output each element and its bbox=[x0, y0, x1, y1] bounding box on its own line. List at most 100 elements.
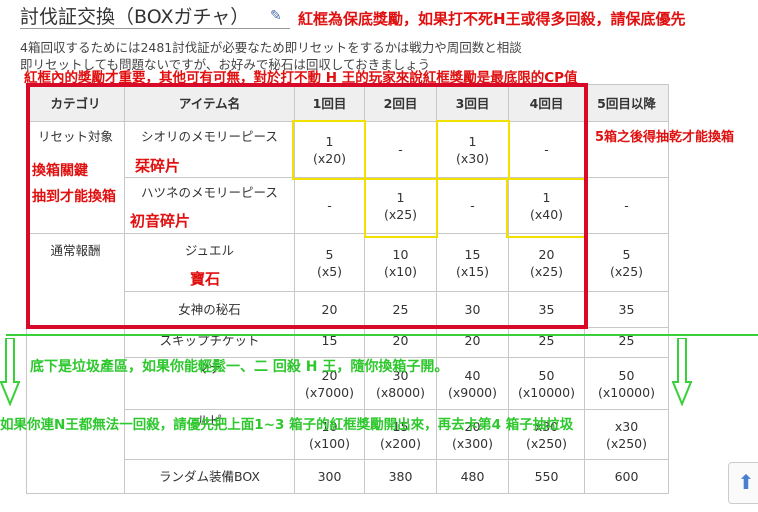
hatsune-cn-annotation: 初音碎片 bbox=[130, 212, 191, 230]
key-box-annotation: 換箱關鍵 bbox=[32, 163, 88, 179]
cell-value: 15 bbox=[392, 418, 409, 434]
cell-sub: (x10) bbox=[383, 263, 418, 279]
table-row: ハツネのメモリーピース - 1 (x25) - 1 (x40) - bbox=[27, 177, 669, 234]
item-hatsune: ハツネのメモリーピース bbox=[124, 177, 295, 234]
table-row: スキップチケット 15 20 20 25 25 bbox=[27, 327, 669, 358]
page-title: 討伐証交換（BOXガチャ） bbox=[20, 6, 250, 28]
green-annotation-2: 如果你連N王都無法一回殺，請優先把上面1~3 箱子的紅框獎勵開出來，再去卡第4 … bbox=[0, 417, 574, 433]
cell: 1 (x20) bbox=[294, 121, 365, 178]
top-red-annotation: 紅框為保底獎勵，如果打不死H王或得多回殺，請保底優先 bbox=[298, 10, 686, 28]
cell-sub: (x200) bbox=[379, 435, 421, 451]
cell-sub: (x8000) bbox=[376, 384, 425, 400]
cell: 50 (x10000) bbox=[584, 357, 669, 410]
highlight-hatsune-round2 bbox=[364, 178, 438, 238]
cell-value: 40 bbox=[464, 367, 481, 383]
category-reset: リセット対象 bbox=[26, 121, 125, 234]
cell-sub: (x5) bbox=[316, 263, 343, 279]
cell-value: 1 bbox=[396, 189, 405, 205]
edit-pencil-icon[interactable]: ✎ bbox=[270, 8, 282, 24]
cell-value: 15 bbox=[464, 246, 481, 262]
item-random-equip-box: ランダム装備BOX bbox=[124, 459, 295, 494]
cell: 300 bbox=[294, 459, 365, 494]
cell: 20 (x300) bbox=[436, 409, 509, 460]
cell-value: 10 bbox=[392, 246, 409, 262]
cell: 25 bbox=[584, 327, 669, 358]
cell: 20 (x25) bbox=[508, 233, 585, 292]
cell: - bbox=[584, 177, 669, 234]
table-header-row: カテゴリ アイテム名 1回目 2回目 3回目 4回目 5回目以降 bbox=[26, 84, 669, 122]
intro-line-2: 即リセットしても問題ないですが、お好みで秘石は回収しておきましょう bbox=[20, 57, 431, 72]
cell-value: 10 bbox=[321, 418, 338, 434]
down-arrow-left-icon bbox=[0, 338, 20, 406]
cell: 20 bbox=[364, 327, 437, 358]
cell: 550 bbox=[508, 459, 585, 494]
cell: 15 (x200) bbox=[364, 409, 437, 460]
cell-sub: (x20) bbox=[312, 150, 347, 166]
cell: x30 (x250) bbox=[508, 409, 585, 460]
guaranteed-reward-frame bbox=[26, 83, 588, 329]
cell: 10 (x100) bbox=[294, 409, 365, 460]
cell-value: 50 bbox=[618, 367, 635, 383]
category-reset-label: リセット対象 bbox=[37, 129, 113, 144]
cell-sub: (x300) bbox=[451, 435, 493, 451]
cell-value: 20 bbox=[321, 367, 338, 383]
table-row: ランダム装備BOX 300 380 480 550 600 bbox=[27, 459, 669, 494]
header-item: アイテム名 bbox=[124, 84, 295, 122]
green-annotation-1: 底下是垃圾產區，如果你能輕鬆一、二 回殺 H 王，隨你換箱子開。 bbox=[30, 359, 449, 375]
cell: 20 bbox=[294, 291, 365, 328]
intro-line-1: 4箱回収するためには2481討伐証が必要なため即リセットをするかは戦力や周回数と… bbox=[20, 40, 522, 55]
cell-sub: (x9000) bbox=[448, 384, 497, 400]
category-normal: 通常報酬 bbox=[26, 233, 125, 494]
cell-value: 20 bbox=[464, 418, 481, 434]
cell-sub: (x250) bbox=[525, 435, 567, 451]
highlight-shiori-round1 bbox=[292, 120, 366, 180]
table-row: 通常報酬 ジュエル 5 (x5) 10 (x10) 15 (x15) 20 (x25) … bbox=[26, 233, 669, 494]
cell-value: 5 bbox=[325, 246, 334, 262]
green-divider-line bbox=[6, 334, 758, 336]
cell: 1 (x25) bbox=[364, 177, 437, 234]
cell-value: 30 bbox=[392, 367, 409, 383]
item-jewel-label: ジュエル bbox=[184, 243, 235, 258]
cell: 50 (x10000) bbox=[508, 357, 585, 410]
cell: 380 bbox=[364, 459, 437, 494]
down-arrow-right-icon bbox=[672, 338, 692, 406]
cell: x30 (x250) bbox=[584, 409, 669, 460]
second-red-annotation: 紅框內的獎勵才重要，其他可有可無，對於打不動 H 王的玩家來說紅框獎勵是最底限的… bbox=[24, 70, 578, 86]
cell: 15 bbox=[294, 327, 365, 358]
cell-value: x30 bbox=[614, 418, 639, 434]
cell-sub: (x25) bbox=[383, 206, 418, 222]
right-red-annotation: 5箱之後得抽乾才能換箱 bbox=[595, 130, 735, 145]
cell: 5 (x25) bbox=[584, 233, 669, 292]
cell-value: x30 bbox=[534, 418, 559, 434]
cell: 600 bbox=[584, 459, 669, 494]
header-round-4: 4回目 bbox=[508, 84, 585, 122]
item-mana: マナ bbox=[124, 357, 295, 410]
cell-value: 1 bbox=[325, 133, 334, 149]
cell-sub: (x7000) bbox=[305, 384, 354, 400]
cell: 35 bbox=[508, 291, 585, 328]
title-divider bbox=[20, 28, 290, 29]
reward-table: カテゴリ アイテム名 1回目 2回目 3回目 4回目 5回目以降 リセット対象 … bbox=[26, 84, 669, 494]
cell: 25 bbox=[508, 327, 585, 358]
cell-sub: (x25) bbox=[609, 263, 644, 279]
table-row: ルピ 10 (x100) 15 (x200) 20 (x300) x30 (x250) … bbox=[27, 409, 669, 460]
cell-sub: (x25) bbox=[529, 263, 564, 279]
cell: 480 bbox=[436, 459, 509, 494]
item-rupee: ルピ bbox=[124, 409, 295, 460]
cell-value: 50 bbox=[538, 367, 555, 383]
highlight-shiori-round3 bbox=[436, 120, 510, 180]
cell-value: 5 bbox=[622, 246, 631, 262]
cell: 20 (x7000) bbox=[294, 357, 365, 410]
cell-sub: (x10000) bbox=[598, 384, 655, 400]
shiori-cn-annotation: 栞碎片 bbox=[135, 157, 181, 175]
cell-sub: (x250) bbox=[605, 435, 647, 451]
header-round-2: 2回目 bbox=[364, 84, 437, 122]
header-round-5plus: 5回目以降 bbox=[584, 84, 669, 122]
cell: 15 (x15) bbox=[436, 233, 509, 292]
cell-sub: (x100) bbox=[308, 435, 350, 451]
scroll-to-top-button[interactable]: ⬆ bbox=[728, 462, 758, 504]
cell-sub: (x10000) bbox=[518, 384, 575, 400]
item-hatsune-label: ハツネのメモリーピース bbox=[141, 185, 278, 200]
cell-sub: (x30) bbox=[455, 150, 490, 166]
cell-sub: (x15) bbox=[455, 263, 490, 279]
